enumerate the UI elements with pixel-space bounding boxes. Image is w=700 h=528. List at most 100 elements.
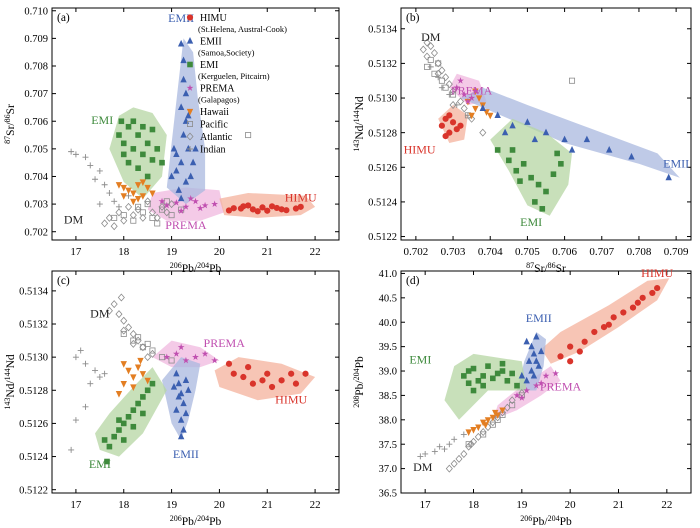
point-atlantic [120,326,128,335]
x-tick-label: 19 [516,499,528,511]
legend-label: EMI [200,60,218,71]
point-hawaii [134,182,142,189]
point-indian [441,446,448,453]
point-prema [182,203,190,210]
point-emii [518,371,526,379]
point-emi [550,171,557,178]
point-atlantic [148,349,156,358]
legend-label: HIMU [200,13,227,24]
point-pacific [489,421,496,428]
field-emii [517,332,546,391]
point-emii [531,135,539,143]
point-emi [118,118,125,125]
point-pacific [111,214,118,221]
point-emii [192,144,199,152]
point-himu [567,343,574,350]
series-emi [494,147,564,212]
point-emi [532,199,538,205]
point-emii [173,166,180,174]
point-emi [470,365,477,372]
panel-label: (b) [406,12,420,24]
x-tick-label: 17 [70,246,82,258]
point-emii [177,194,185,202]
point-pacific [130,337,137,344]
x-tick-label: 21 [262,246,273,258]
legend-entry-indian: Indian [187,145,226,156]
point-himu [557,353,564,360]
legend-entry-hawaii: Hawaii [186,107,229,118]
point-himu [302,370,309,377]
plot-frame [51,7,340,241]
point-emi [101,437,108,443]
point-indian [72,417,79,424]
point-himu [446,112,453,119]
point-himu [442,133,449,140]
point-hawaii [484,417,492,424]
x-tick-label: 0.705 [515,246,540,258]
point-emi [130,423,137,430]
point-emi [514,382,520,389]
point-hawaii [468,112,475,120]
point-emii [177,158,185,166]
point-atlantic [455,454,463,463]
panel-b: 0.702 0.703 0.704 0.705 0.706 0.707 0.708 0.709… [352,7,692,275]
point-emii [479,104,486,112]
point-atlantic [445,464,453,473]
point-emi [130,146,137,152]
series-emi [461,360,520,394]
point-prema [163,201,171,209]
x-tick-label: 0.708 [627,246,652,258]
y-axis-label: 143Nd/144Nd [3,354,17,410]
point-hawaii [120,184,127,192]
x-axis-label: 87Sr/86Sr [526,261,566,275]
y-tick-label: 40.0 [379,318,397,329]
point-emii [180,75,187,83]
point-himu [225,360,233,367]
point-himu [230,205,237,212]
point-indian [92,367,99,374]
point-atlantic [427,42,435,51]
point-indian [422,450,429,457]
series-atlantic [445,388,526,473]
series-indian [68,148,132,210]
point-pacific [159,206,166,213]
point-prema [196,204,204,212]
point-indian [68,446,75,453]
point-atlantic [456,97,465,106]
point-himu [268,383,276,391]
point-himu [264,207,271,214]
point-emi [465,368,472,374]
point-emii [168,172,175,180]
point-emi [159,159,165,166]
point-indian [115,203,122,210]
point-himu [225,207,233,214]
point-emi [120,420,127,427]
point-emii [523,376,530,384]
point-atlantic [139,213,147,222]
point-emi [125,413,132,420]
legend-marker-indian [187,146,193,152]
point-indian [111,198,118,205]
x-tick-label: 22 [661,499,672,511]
point-himu [634,299,641,306]
y-tick-label: 0.704 [24,172,48,183]
point-emii [530,349,538,357]
y-tick-label: 0.5134 [368,24,398,35]
point-prema [182,356,190,364]
point-himu [591,328,598,336]
x-tick-label: 0.707 [589,246,614,258]
point-atlantic [467,440,475,449]
point-atlantic [508,396,516,405]
point-himu [576,348,583,355]
point-atlantic [430,49,438,58]
point-emi [116,427,122,433]
point-indian [446,441,453,448]
point-emii [568,145,576,153]
point-pacific [438,77,445,84]
legend-marker-himu [186,14,194,21]
point-hawaii [144,184,151,192]
x-tick-label: 22 [310,499,321,511]
point-atlantic [120,216,128,225]
point-atlantic [460,449,468,458]
